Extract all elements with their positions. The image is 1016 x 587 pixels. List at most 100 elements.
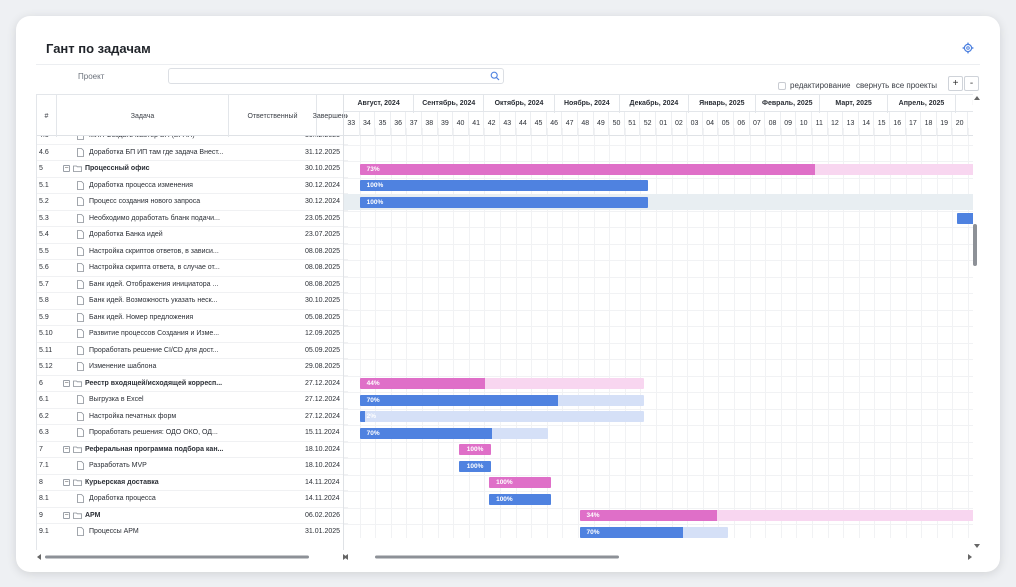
row-task-name[interactable]: Проработать решение CI/CD для дост...: [89, 346, 219, 354]
week-gridline: [390, 128, 392, 538]
row-task-name[interactable]: Банк идей. Номер предложения: [89, 313, 194, 321]
bar-progress-fill: [957, 213, 973, 224]
file-icon: [77, 263, 84, 272]
row-task-name[interactable]: Доработка процесса изменения: [89, 181, 193, 189]
timeline-month: Декабрь, 2024: [620, 95, 689, 113]
collapse-toggle-icon[interactable]: −: [63, 165, 70, 172]
table-row[interactable]: 8 − Курьерская доставка 14.11.2024: [37, 475, 348, 491]
zoom-out-button[interactable]: -: [964, 76, 979, 91]
row-task-name[interactable]: Изменение шаблона: [89, 363, 157, 370]
row-task-name[interactable]: Банк идей. Отображения инициатора ...: [89, 280, 219, 288]
row-task-name[interactable]: Настройка скриптов ответов, в зависи...: [89, 247, 219, 255]
table-row[interactable]: 7.1 Разработать MVP 18.10.2024: [37, 458, 348, 475]
column-header-num[interactable]: #: [37, 95, 57, 137]
search-icon[interactable]: [490, 71, 500, 81]
row-number: 5.3: [39, 214, 49, 222]
column-header-assignee[interactable]: Ответственный: [229, 95, 317, 137]
table-row[interactable]: 5.5 Настройка скриптов ответов, в зависи.…: [37, 244, 348, 260]
table-row[interactable]: 8.1 Доработка процесса 14.11.2024: [37, 491, 348, 508]
task-bar[interactable]: 70%: [579, 526, 728, 538]
zoom-in-button[interactable]: +: [948, 76, 963, 91]
column-header-due[interactable]: Завершение: [312, 112, 348, 120]
task-bar[interactable]: 2%: [359, 411, 644, 422]
task-bar[interactable]: 100%: [489, 493, 552, 505]
table-row[interactable]: 5 − Процессный офис 30.10.2025: [37, 161, 348, 178]
task-bar[interactable]: 100%: [359, 196, 649, 208]
row-task-name[interactable]: Настройка печатных форм: [89, 412, 177, 420]
project-search-input[interactable]: [168, 68, 504, 84]
timeline-month: Октябрь, 2024: [484, 95, 555, 113]
collapse-all-projects-button[interactable]: свернуть все проекты: [852, 79, 941, 92]
week-gridline: [593, 128, 595, 538]
row-due-date: 23.07.2025: [305, 231, 341, 238]
task-bar[interactable]: 100%: [459, 460, 491, 472]
timeline-week: 50: [609, 112, 625, 136]
row-task-name[interactable]: Необходимо доработать бланк подачи...: [89, 214, 220, 222]
row-task-name[interactable]: Процессный офис: [85, 165, 150, 172]
bar-progress-label: 34%: [586, 512, 600, 519]
chart-horizontal-scrollbar[interactable]: [343, 553, 973, 561]
collapse-toggle-icon[interactable]: −: [63, 478, 70, 486]
row-task-name[interactable]: Курьерская доставка: [85, 478, 159, 486]
table-row[interactable]: 5.7 Банк идей. Отображения инициатора ...…: [37, 277, 348, 293]
row-task-name[interactable]: Реферальная программа подбора кан...: [85, 445, 224, 453]
bar-progress-label: 100%: [366, 198, 384, 206]
file-icon: [77, 213, 84, 223]
row-task-name[interactable]: Разработать MVP: [89, 462, 147, 469]
project-bar[interactable]: 44%: [359, 378, 644, 389]
editing-checkbox[interactable]: [778, 82, 786, 90]
table-row[interactable]: 7 − Реферальная программа подбора кан... 18…: [37, 442, 348, 458]
table-row[interactable]: 5.3 Необходимо доработать бланк подачи...…: [37, 211, 348, 227]
row-gridline: [344, 293, 973, 294]
timeline-week: 02: [672, 112, 688, 136]
table-row[interactable]: 5.1 Доработка процесса изменения 30.12.202…: [37, 178, 348, 194]
row-task-name[interactable]: Выгрузка в Excel: [89, 396, 144, 403]
table-row[interactable]: 5.4 Доработка Банка идей 23.07.2025: [37, 227, 348, 244]
task-bar[interactable]: 70%: [359, 427, 549, 439]
grid-horizontal-scrollbar[interactable]: [36, 553, 348, 561]
table-row[interactable]: 9.1 Процессы АРМ 31.01.2025: [37, 524, 348, 538]
table-row[interactable]: 5.9 Банк идей. Номер предложения 05.08.202…: [37, 310, 348, 326]
project-bar[interactable]: 73%: [359, 163, 973, 175]
table-row[interactable]: 5.6 Настройка скрипта ответа, в случае от…: [37, 260, 348, 277]
task-bar[interactable]: 100%: [359, 180, 649, 191]
project-bar[interactable]: 34%: [579, 510, 973, 521]
row-task-name[interactable]: Доработка БП ИП там где задача Внест...: [89, 148, 224, 156]
task-bar[interactable]: [957, 213, 973, 224]
project-bar[interactable]: 100%: [489, 477, 552, 488]
row-task-name[interactable]: Настройка скрипта ответа, в случае от...: [89, 264, 220, 271]
row-number: 9: [39, 511, 43, 519]
row-task-name[interactable]: Реестр входящей/исходящей корресп...: [85, 379, 223, 387]
row-task-name[interactable]: Доработка Банка идей: [89, 231, 163, 238]
table-row[interactable]: 6 − Реестр входящей/исходящей корресп... 27…: [37, 376, 348, 392]
row-task-name[interactable]: Проработать решения: ОДО ОКО, ОД...: [89, 429, 218, 436]
table-row[interactable]: 6.1 Выгрузка в Excel 27.12.2024: [37, 392, 348, 409]
table-row[interactable]: 6.2 Настройка печатных форм 27.12.2024: [37, 409, 348, 425]
row-task-name[interactable]: Банк идей. Возможность указать неск...: [89, 297, 218, 304]
task-bar[interactable]: 70%: [359, 394, 644, 406]
collapse-toggle-icon[interactable]: −: [63, 445, 70, 453]
column-header-task[interactable]: Задача: [57, 95, 229, 137]
table-row[interactable]: 5.10 Развитие процессов Создания и Изме..…: [37, 326, 348, 343]
table-row[interactable]: 6.3 Проработать решения: ОДО ОКО, ОД... 15…: [37, 425, 348, 442]
table-row[interactable]: 4.6 Доработка БП ИП там где задача Внест.…: [37, 145, 348, 161]
file-icon: [77, 279, 84, 289]
row-task-name[interactable]: Процесс создания нового запроса: [89, 198, 201, 205]
table-row[interactable]: 5.8 Банк идей. Возможность указать неск..…: [37, 293, 348, 310]
timeline-month: Апрель, 2025: [888, 95, 956, 113]
row-task-name[interactable]: Процессы АРМ: [89, 528, 139, 535]
row-task-name[interactable]: Доработка процесса: [89, 495, 156, 502]
collapse-toggle-icon[interactable]: −: [63, 379, 70, 387]
row-task-name[interactable]: Развитие процессов Создания и Изме...: [89, 330, 220, 337]
project-bar[interactable]: 100%: [459, 444, 491, 455]
table-row[interactable]: 5.12 Изменение шаблона 29.08.2025: [37, 359, 348, 376]
table-row[interactable]: 5.11 Проработать решение CI/CD для дост..…: [37, 343, 348, 359]
collapse-toggle-icon[interactable]: −: [63, 511, 70, 519]
gear-icon[interactable]: [962, 42, 974, 54]
table-row[interactable]: 5.2 Процесс создания нового запроса 30.12.…: [37, 194, 348, 211]
vertical-scrollbar[interactable]: [973, 94, 981, 550]
row-due-date: 29.08.2025: [305, 363, 341, 370]
vertical-scrollbar-thumb[interactable]: [973, 224, 977, 266]
table-row[interactable]: 9 − АРМ 06.02.2026: [37, 508, 348, 524]
row-task-name[interactable]: АРМ: [85, 511, 101, 519]
